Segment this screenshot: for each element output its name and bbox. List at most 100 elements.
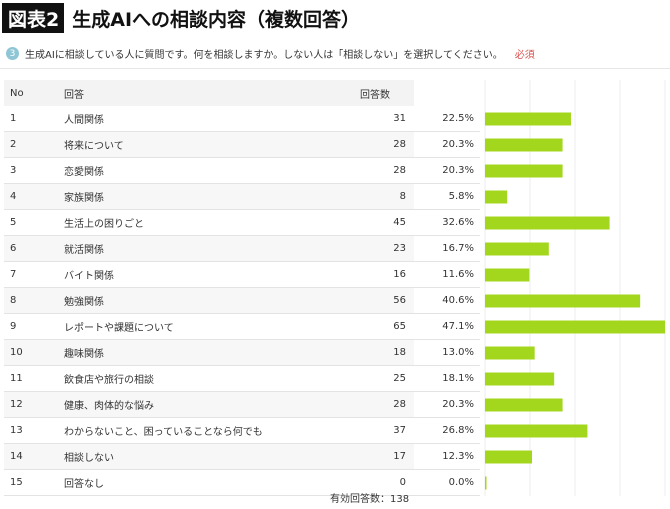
bar-8 bbox=[485, 294, 641, 308]
row-answer: 飲食店や旅行の相談 bbox=[64, 375, 154, 386]
row-no: 12 bbox=[10, 399, 23, 410]
row-percent: 22.5% bbox=[414, 106, 480, 132]
row-count: 28 bbox=[393, 165, 406, 176]
col-header-no: No bbox=[10, 87, 24, 99]
bar-14 bbox=[485, 450, 533, 464]
table-row: 10 趣味関係 18 bbox=[4, 340, 414, 366]
row-count: 45 bbox=[393, 217, 406, 228]
row-count: 0 bbox=[399, 477, 406, 488]
bar-10 bbox=[485, 346, 535, 360]
table-row: 7 バイト関係 16 bbox=[4, 262, 414, 288]
row-count: 28 bbox=[393, 399, 406, 410]
bar-12 bbox=[485, 398, 563, 412]
figure-label: 図表2 bbox=[2, 3, 65, 33]
bar-13 bbox=[485, 424, 588, 438]
row-no: 1 bbox=[10, 113, 17, 124]
row-answer: 人間関係 bbox=[64, 115, 104, 126]
row-answer: 回答なし bbox=[64, 479, 104, 490]
row-percent: 12.3% bbox=[414, 444, 480, 470]
row-answer: 家族関係 bbox=[64, 193, 104, 204]
bar-1 bbox=[485, 112, 571, 126]
table-row: 1 人間関係 31 bbox=[4, 106, 414, 132]
row-percent: 40.6% bbox=[414, 288, 480, 314]
row-answer: 健康、肉体的な悩み bbox=[64, 401, 154, 412]
row-percent: 11.6% bbox=[414, 262, 480, 288]
question-text: 生成AIに相談している人に質問です。何を相談しますか。しない人は「相談しない」を… bbox=[25, 50, 503, 61]
row-no: 2 bbox=[10, 139, 17, 150]
row-answer: 将来について bbox=[64, 141, 124, 152]
table-row: 2 将来について 28 bbox=[4, 132, 414, 158]
row-percent: 5.8% bbox=[414, 184, 480, 210]
col-header-answer: 回答 bbox=[64, 89, 84, 101]
row-count: 25 bbox=[393, 373, 406, 384]
bar-5 bbox=[485, 216, 610, 230]
table-row: 8 勉強関係 56 bbox=[4, 288, 414, 314]
row-percent: 20.3% bbox=[414, 158, 480, 184]
row-answer: レポートや課題について bbox=[64, 323, 174, 334]
bar-15 bbox=[485, 476, 487, 490]
table-row: 3 恋愛関係 28 bbox=[4, 158, 414, 184]
bar-3 bbox=[485, 164, 563, 178]
table-header-row: No 回答 回答数 bbox=[4, 80, 414, 106]
row-count: 16 bbox=[393, 269, 406, 280]
row-count: 65 bbox=[393, 321, 406, 332]
row-percent: 20.3% bbox=[414, 132, 480, 158]
row-percent: 13.0% bbox=[414, 340, 480, 366]
table-row: 6 就活関係 23 bbox=[4, 236, 414, 262]
row-no: 3 bbox=[10, 165, 17, 176]
results-table: No 回答 回答数 1 人間関係 31 2 将来について 28 3 恋愛関係 28 4 家族関係 8 5… bbox=[4, 80, 414, 496]
row-no: 11 bbox=[10, 373, 23, 384]
bar-7 bbox=[485, 268, 530, 282]
row-no: 10 bbox=[10, 347, 23, 358]
row-count: 31 bbox=[393, 113, 406, 124]
row-percent: 18.1% bbox=[414, 366, 480, 392]
figure-title: 生成AIへの相談内容（複数回答） bbox=[72, 8, 361, 31]
row-percent: 20.3% bbox=[414, 392, 480, 418]
bar-2 bbox=[485, 138, 563, 152]
row-answer: 生活上の困りごと bbox=[64, 219, 144, 230]
question-divider bbox=[0, 68, 670, 69]
bar-6 bbox=[485, 242, 549, 256]
table-row: 14 相談しない 17 bbox=[4, 444, 414, 470]
row-no: 13 bbox=[10, 425, 23, 436]
bar-11 bbox=[485, 372, 555, 386]
row-count: 56 bbox=[393, 295, 406, 306]
bar-4 bbox=[485, 190, 508, 204]
required-label: 必須 bbox=[514, 50, 535, 61]
table-row: 15 回答なし 0 bbox=[4, 470, 414, 496]
percent-column: 22.5% 20.3% 20.3% 5.8% 32.6% 16.7% 11.6% 40.6% 4… bbox=[414, 80, 480, 496]
row-answer: 就活関係 bbox=[64, 245, 104, 256]
row-answer: わからないこと、困っていることなら何でも bbox=[64, 427, 263, 438]
row-answer: 相談しない bbox=[64, 453, 114, 464]
row-no: 8 bbox=[10, 295, 17, 306]
percent-header-spacer bbox=[414, 80, 480, 106]
row-no: 5 bbox=[10, 217, 17, 228]
row-count: 8 bbox=[399, 191, 406, 202]
row-percent: 16.7% bbox=[414, 236, 480, 262]
row-no: 15 bbox=[10, 477, 23, 488]
row-answer: バイト関係 bbox=[64, 271, 114, 282]
question-number-badge: 3 bbox=[6, 47, 19, 60]
row-count: 23 bbox=[393, 243, 406, 254]
row-no: 14 bbox=[10, 451, 23, 462]
table-row: 12 健康、肉体的な悩み 28 bbox=[4, 392, 414, 418]
table-row: 11 飲食店や旅行の相談 25 bbox=[4, 366, 414, 392]
row-count: 28 bbox=[393, 139, 406, 150]
bar-chart bbox=[484, 80, 666, 496]
row-answer: 趣味関係 bbox=[64, 349, 104, 360]
bar-9 bbox=[485, 320, 665, 334]
table-row: 4 家族関係 8 bbox=[4, 184, 414, 210]
row-count: 18 bbox=[393, 347, 406, 358]
row-percent: 32.6% bbox=[414, 210, 480, 236]
table-row: 9 レポートや課題について 65 bbox=[4, 314, 414, 340]
row-percent: 47.1% bbox=[414, 314, 480, 340]
respondent-count: 有効回答数：138 bbox=[330, 494, 410, 505]
row-answer: 恋愛関係 bbox=[64, 167, 104, 178]
row-no: 4 bbox=[10, 191, 17, 202]
question-line: 3 生成AIに相談している人に質問です。何を相談しますか。しない人は「相談しない… bbox=[6, 46, 535, 61]
col-header-count: 回答数 bbox=[360, 89, 390, 101]
figure-header: 図表2 生成AIへの相談内容（複数回答） bbox=[0, 0, 670, 36]
table-row: 5 生活上の困りごと 45 bbox=[4, 210, 414, 236]
row-answer: 勉強関係 bbox=[64, 297, 104, 308]
table-row: 13 わからないこと、困っていることなら何でも 37 bbox=[4, 418, 414, 444]
